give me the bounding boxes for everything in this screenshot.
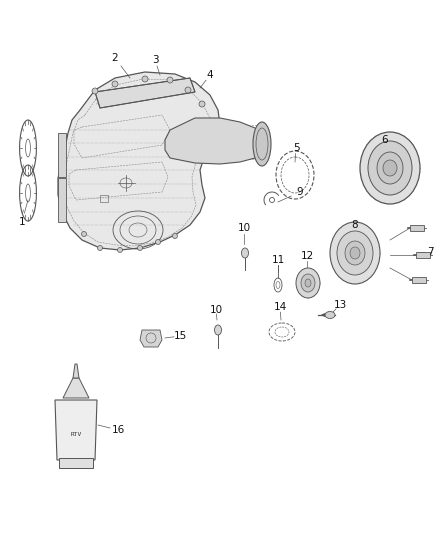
- Ellipse shape: [199, 101, 205, 107]
- Text: 4: 4: [207, 70, 213, 80]
- Ellipse shape: [173, 233, 177, 238]
- Polygon shape: [55, 400, 97, 460]
- Text: 9: 9: [297, 187, 303, 197]
- Ellipse shape: [330, 222, 380, 284]
- Text: 13: 13: [333, 300, 346, 310]
- Polygon shape: [73, 364, 79, 378]
- Polygon shape: [140, 330, 162, 347]
- Polygon shape: [412, 277, 426, 283]
- Text: 3: 3: [152, 55, 158, 65]
- Ellipse shape: [296, 268, 320, 298]
- Ellipse shape: [301, 274, 315, 292]
- Ellipse shape: [350, 247, 360, 259]
- Polygon shape: [95, 78, 195, 108]
- Ellipse shape: [185, 87, 191, 93]
- Ellipse shape: [345, 241, 365, 265]
- Text: 10: 10: [209, 305, 223, 315]
- Ellipse shape: [377, 152, 403, 184]
- Polygon shape: [63, 378, 89, 398]
- Ellipse shape: [81, 231, 86, 237]
- Text: 8: 8: [352, 220, 358, 230]
- Ellipse shape: [167, 77, 173, 83]
- Ellipse shape: [360, 132, 420, 204]
- Ellipse shape: [155, 239, 160, 245]
- Ellipse shape: [142, 76, 148, 82]
- Ellipse shape: [92, 88, 98, 94]
- Text: 12: 12: [300, 251, 314, 261]
- Polygon shape: [58, 133, 66, 177]
- Ellipse shape: [241, 248, 248, 258]
- Ellipse shape: [98, 246, 102, 251]
- Text: 11: 11: [272, 255, 285, 265]
- Ellipse shape: [117, 247, 123, 253]
- Text: 1: 1: [19, 217, 25, 227]
- Text: 7: 7: [427, 247, 433, 257]
- Ellipse shape: [305, 279, 311, 287]
- Ellipse shape: [337, 231, 373, 275]
- Polygon shape: [416, 252, 430, 258]
- Ellipse shape: [112, 81, 118, 87]
- Polygon shape: [58, 178, 66, 222]
- Text: 14: 14: [273, 302, 286, 312]
- Text: 6: 6: [381, 135, 389, 145]
- Polygon shape: [58, 72, 220, 250]
- Polygon shape: [59, 458, 93, 468]
- Text: 10: 10: [237, 223, 251, 233]
- Text: 5: 5: [293, 143, 299, 153]
- Text: RTV: RTV: [71, 432, 81, 438]
- Ellipse shape: [215, 325, 222, 335]
- Text: 16: 16: [111, 425, 125, 435]
- Ellipse shape: [383, 160, 397, 176]
- Polygon shape: [165, 118, 262, 164]
- Polygon shape: [410, 225, 424, 231]
- Ellipse shape: [325, 311, 335, 319]
- Ellipse shape: [368, 141, 412, 195]
- Ellipse shape: [138, 246, 142, 251]
- Text: 2: 2: [112, 53, 118, 63]
- Text: 15: 15: [173, 331, 187, 341]
- Ellipse shape: [253, 122, 271, 166]
